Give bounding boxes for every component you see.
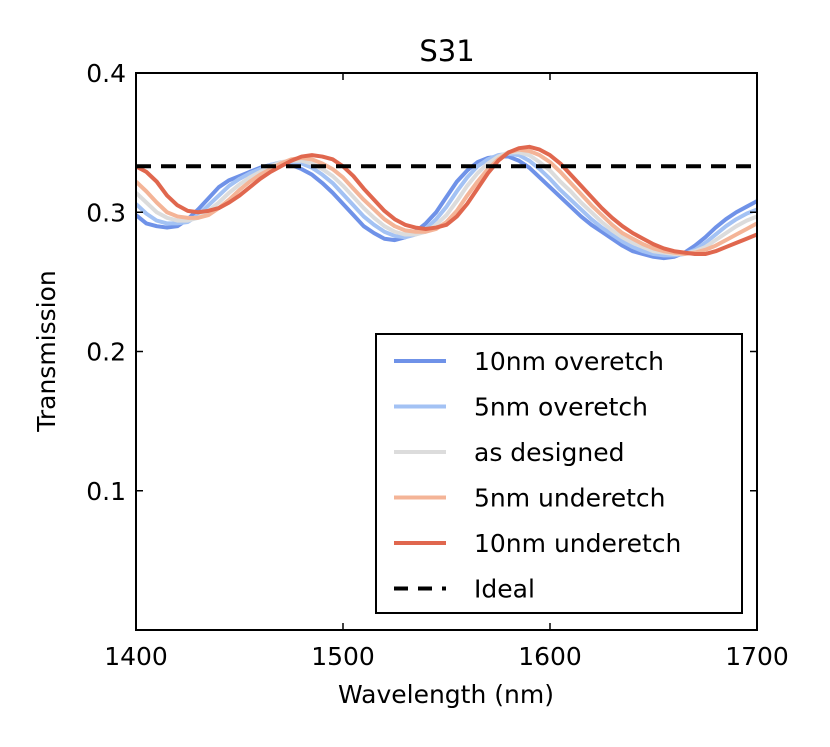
series-line-4 (136, 144, 757, 257)
legend: 10nm overetch 5nm overetch as designed 5nm … (375, 333, 743, 614)
legend-label: as designed (474, 438, 624, 467)
legend-frame (375, 333, 743, 614)
legend-label: 10nm overetch (474, 347, 664, 376)
x-tick-label: 1400 (104, 642, 168, 671)
legend-label: 10nm underetch (474, 529, 681, 558)
x-axis-ticks: 1400 1500 1600 1700 (104, 73, 789, 671)
chart-title: S31 (419, 34, 474, 68)
y-axis-ticks: 0.1 0.2 0.3 0.4 (86, 59, 757, 506)
x-axis-title: Wavelength (nm) (338, 680, 554, 709)
y-tick-label: 0.1 (86, 477, 126, 506)
plot-area (135, 72, 758, 631)
y-axis-title: Transmission (32, 270, 61, 433)
legend-label: 5nm underetch (474, 484, 666, 513)
legend-label: 5nm overetch (474, 393, 648, 422)
x-tick-label: 1700 (725, 642, 789, 671)
legend-items: 10nm overetch 5nm overetch as designed 5nm … (394, 347, 681, 604)
y-tick-label: 0.2 (86, 338, 126, 367)
series-line-3 (136, 147, 757, 257)
series-line-0 (136, 154, 757, 261)
series-layer (136, 144, 757, 261)
series-line-2 (136, 150, 757, 257)
legend-label: Ideal (474, 575, 535, 604)
series-line-1 (136, 151, 757, 258)
x-tick-label: 1600 (518, 642, 582, 671)
x-tick-label: 1500 (311, 642, 375, 671)
y-tick-label: 0.4 (86, 59, 126, 88)
y-tick-label: 0.3 (86, 198, 126, 227)
